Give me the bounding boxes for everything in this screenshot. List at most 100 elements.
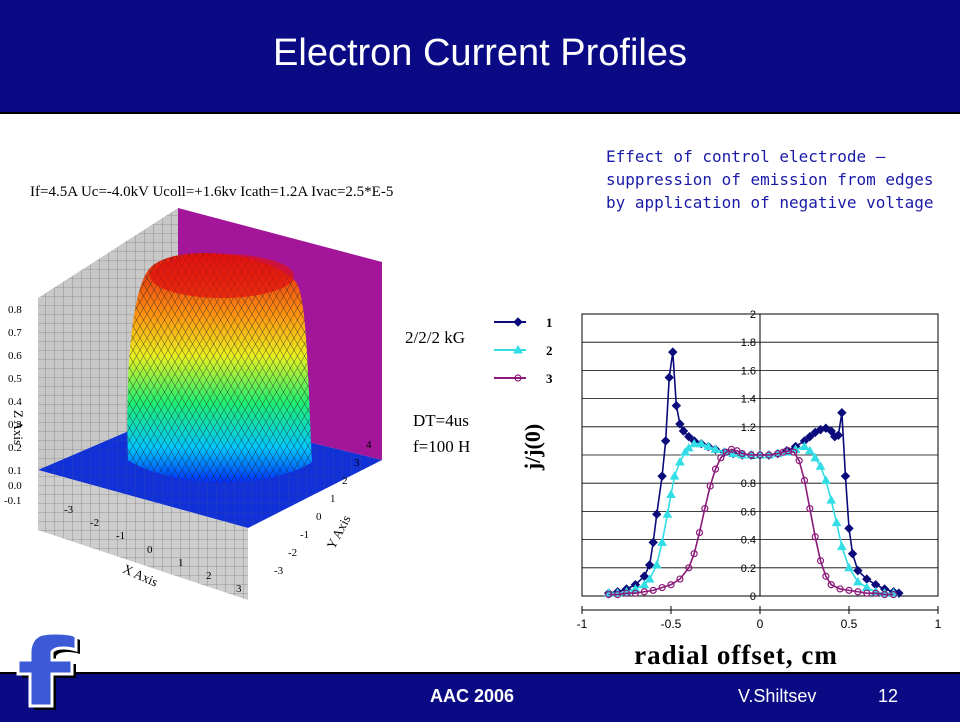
data-point <box>800 476 809 484</box>
y-tick-label: 1.6 <box>741 365 756 377</box>
legend-label: 2 <box>546 343 553 358</box>
data-point <box>690 550 698 558</box>
data-point <box>837 541 847 551</box>
data-point <box>738 449 746 458</box>
x-tick-label: 0.5 <box>841 617 858 631</box>
chart-xlabel: radial offset, cm <box>634 640 838 670</box>
plot3d-header: If=4.5A Uc=-4.0kV Ucoll=+1.6kv Icath=1.2… <box>30 184 393 200</box>
y-tick-label: 0.2 <box>741 563 756 575</box>
y-tick: 2 <box>342 475 348 487</box>
data-point <box>703 441 714 451</box>
x-tick: -2 <box>90 517 99 529</box>
chart-axes: 00.20.40.60.811.21.41.61.82-1-0.500.51 <box>577 309 942 631</box>
x-tick: -1 <box>116 530 125 542</box>
data-point <box>845 586 853 594</box>
x-tick-label: 0 <box>757 617 764 631</box>
data-point <box>795 457 803 465</box>
y-tick-label: 1.2 <box>741 422 756 434</box>
data-point <box>844 562 854 572</box>
chart-series <box>603 347 904 599</box>
side-text-field: 2/2/2 kG <box>405 328 465 347</box>
data-point <box>614 590 622 599</box>
data-point <box>816 557 825 565</box>
data-point <box>685 564 693 572</box>
x-tick: 1 <box>178 557 184 569</box>
data-point <box>668 347 678 357</box>
data-point <box>847 548 858 559</box>
legend-label: 3 <box>546 371 553 386</box>
data-point <box>605 590 613 599</box>
data-point <box>872 589 880 597</box>
data-point <box>683 442 694 452</box>
x-tick-label: -0.5 <box>661 617 682 631</box>
data-point <box>844 523 854 534</box>
z-tick: 0.0 <box>8 480 22 492</box>
data-point <box>836 585 844 593</box>
y-tick: 1 <box>330 493 336 505</box>
data-point <box>790 448 798 456</box>
data-point <box>711 465 720 473</box>
data-point <box>644 560 655 570</box>
x-tick-label: 1 <box>935 617 942 631</box>
y-tick: 0 <box>316 511 322 523</box>
data-point <box>648 537 658 548</box>
fermilab-logo-icon <box>16 631 80 710</box>
data-point <box>678 426 689 436</box>
data-point <box>689 438 700 448</box>
data-point <box>837 407 847 418</box>
slide-title: Electron Current Profiles <box>273 32 687 74</box>
y-tick: -3 <box>274 565 284 577</box>
y-axis-label: Y Axis <box>323 513 353 552</box>
y-tick-label: 0 <box>750 591 756 603</box>
z-tick: 0.4 <box>8 396 22 408</box>
x-tick: 0 <box>147 544 153 556</box>
data-point <box>631 589 639 597</box>
data-point <box>811 533 819 541</box>
y-tick-label: 1.8 <box>741 337 756 349</box>
data-point <box>664 372 674 383</box>
data-point <box>676 575 684 583</box>
data-point <box>651 559 662 569</box>
footer-bar <box>0 672 960 722</box>
data-point <box>671 400 682 411</box>
z-tick: 0.7 <box>8 327 22 339</box>
data-point <box>657 537 667 546</box>
data-point <box>826 495 837 504</box>
z-tick: 0.1 <box>8 465 22 477</box>
data-point <box>747 451 755 459</box>
y-tick: -2 <box>288 547 297 559</box>
x-tick: 2 <box>206 570 212 582</box>
data-point <box>804 445 815 455</box>
y-tick: 4 <box>366 439 372 451</box>
data-point <box>652 509 662 519</box>
y-tick-label: 0.6 <box>741 506 756 518</box>
data-point <box>513 317 523 327</box>
data-point <box>889 590 898 599</box>
data-point <box>514 374 522 382</box>
legend-label: 1 <box>546 315 553 330</box>
title-bar: Electron Current Profiles <box>0 0 960 114</box>
data-point <box>756 451 764 459</box>
data-point <box>805 431 815 442</box>
data-point <box>810 452 821 462</box>
data-point <box>853 565 863 576</box>
data-point <box>826 426 836 436</box>
y-tick-label: 2 <box>750 309 756 321</box>
surface-3d-plot: If=4.5A Uc=-4.0kV Ucoll=+1.6kv Icath=1.2… <box>4 184 470 600</box>
slide-description: Effect of control electrode – suppressio… <box>606 147 934 212</box>
data-point <box>657 471 667 481</box>
x-tick-label: -1 <box>577 617 588 631</box>
data-point <box>820 475 831 484</box>
data-point <box>840 471 851 481</box>
profile-line-chart: 0 0.2 0.4 0.6 0.8 1 1.2 1.4 1.6 1.8 2 -1 -0.5 0 0.5 1 1… <box>482 292 952 684</box>
data-point <box>831 517 842 527</box>
data-point <box>806 504 814 513</box>
data-point <box>644 574 655 583</box>
z-tick: 0.8 <box>8 304 22 316</box>
data-point <box>680 447 691 456</box>
side-text-freq: f=100 H <box>413 437 470 456</box>
data-point <box>710 444 721 453</box>
data-point <box>863 589 871 597</box>
data-point <box>667 581 675 589</box>
data-point <box>733 447 741 455</box>
